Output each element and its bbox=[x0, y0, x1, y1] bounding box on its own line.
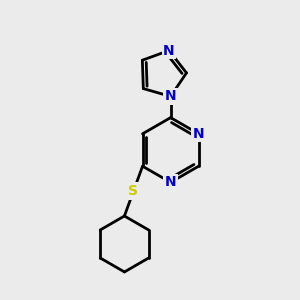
Text: N: N bbox=[193, 127, 205, 141]
Text: N: N bbox=[165, 176, 176, 189]
Text: S: S bbox=[128, 184, 139, 198]
Text: N: N bbox=[163, 44, 175, 58]
Text: N: N bbox=[165, 89, 176, 103]
